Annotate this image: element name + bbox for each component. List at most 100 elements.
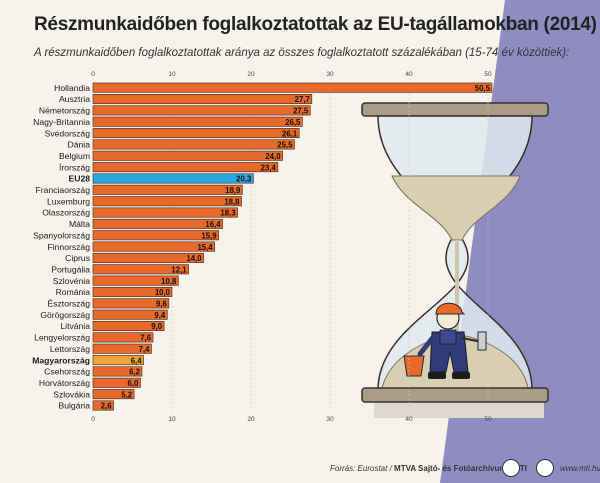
category-label: Olaszország xyxy=(42,208,90,218)
value-label: 7,4 xyxy=(139,345,151,354)
bar xyxy=(92,218,223,229)
bar xyxy=(92,298,170,309)
x-tick-label-top: 30 xyxy=(326,71,334,78)
category-label: Hollandia xyxy=(54,83,90,93)
mtva-logo-icon xyxy=(502,459,520,477)
bar xyxy=(92,116,303,127)
category-label: Lettország xyxy=(50,344,90,354)
bar xyxy=(92,173,254,184)
bar xyxy=(92,252,204,263)
bar xyxy=(92,82,493,93)
sand-stream xyxy=(455,240,459,340)
bar xyxy=(92,355,144,366)
bar xyxy=(92,264,189,275)
bar xyxy=(92,105,311,116)
worker-left-boot xyxy=(428,372,446,379)
category-label: Szlovákia xyxy=(53,389,90,399)
value-label: 18,9 xyxy=(225,186,241,195)
x-tick-label-top: 40 xyxy=(405,71,413,78)
value-label: 27,7 xyxy=(295,95,310,104)
value-label: 24,0 xyxy=(265,152,281,161)
bar xyxy=(92,94,313,105)
bar xyxy=(92,128,300,139)
value-label: 26,1 xyxy=(282,129,298,138)
value-label: 6,4 xyxy=(131,356,143,365)
x-tick-label-top: 0 xyxy=(91,71,95,78)
worker-cap xyxy=(435,302,466,315)
category-label: Franciaország xyxy=(36,185,91,195)
footer-source: Forrás: Eurostat / MTVA Sajtó- és Fotóar… xyxy=(330,464,527,473)
value-label: 23,4 xyxy=(261,163,277,172)
value-label: 15,9 xyxy=(201,231,217,240)
worker-arm xyxy=(417,333,437,357)
bar xyxy=(92,230,219,241)
bar xyxy=(92,241,215,252)
category-label: Horvátország xyxy=(39,378,90,388)
source-prefix: Forrás: Eurostat / xyxy=(330,464,395,473)
category-label: Ausztria xyxy=(59,94,90,104)
x-tick-label-top: 20 xyxy=(247,71,255,78)
bars-layer xyxy=(92,82,493,411)
value-label: 10,0 xyxy=(155,288,171,297)
x-tick-label-bottom: 40 xyxy=(405,416,413,423)
worker-bib xyxy=(439,329,457,345)
bar xyxy=(92,184,243,195)
bar xyxy=(92,377,141,388)
value-label: 25,5 xyxy=(277,141,293,150)
labels-layer: Hollandia 50,5 Ausztria 27,7 Németország 27,5… xyxy=(32,83,490,411)
bar xyxy=(92,207,238,218)
value-label: 5,2 xyxy=(121,390,133,399)
value-label: 2,6 xyxy=(101,402,113,411)
bar xyxy=(92,286,173,297)
category-label: Litvánia xyxy=(60,321,90,331)
worker-right-boot xyxy=(452,372,470,379)
category-label: Nagy-Britannia xyxy=(33,117,90,127)
chart-subtitle: A részmunkaidőben foglalkoztatottak arán… xyxy=(34,47,570,59)
bar xyxy=(92,321,165,332)
value-label: 6,2 xyxy=(129,368,141,377)
value-label: 16,4 xyxy=(205,220,221,229)
chart-title: Részmunkaidőben foglalkoztatottak az EU-… xyxy=(34,14,597,35)
category-label: Ciprus xyxy=(65,253,90,263)
x-tick-label-bottom: 30 xyxy=(326,416,334,423)
bar xyxy=(92,309,168,320)
value-label: 27,5 xyxy=(293,107,309,116)
value-label: 10,8 xyxy=(161,277,177,286)
bar xyxy=(92,332,154,343)
value-label: 9,6 xyxy=(156,300,168,309)
value-label: 26,5 xyxy=(285,118,301,127)
category-label: Bulgária xyxy=(58,401,90,411)
category-label: Románia xyxy=(56,287,91,297)
bar xyxy=(92,366,143,377)
ticks-layer: 0 0 10 10 20 20 30 30 40 40 50 50 xyxy=(91,71,492,423)
value-label: 12,1 xyxy=(171,265,187,274)
value-label: 18,3 xyxy=(220,209,236,218)
value-label: 15,4 xyxy=(197,243,213,252)
value-label: 18,8 xyxy=(224,197,240,206)
category-label: Luxemburg xyxy=(47,196,90,206)
bar xyxy=(92,162,279,173)
x-tick-label-bottom: 20 xyxy=(247,416,255,423)
category-label: Írország xyxy=(59,162,90,172)
category-label: Dánia xyxy=(68,140,91,150)
category-label: Lengyelország xyxy=(34,333,90,343)
category-label: Belgium xyxy=(59,151,90,161)
x-tick-label-top: 10 xyxy=(168,71,176,78)
category-label: Portugália xyxy=(51,264,90,274)
category-label: EU28 xyxy=(69,174,91,184)
category-label: Finnország xyxy=(47,242,90,252)
hourglass-shadow xyxy=(374,400,544,418)
x-tick-label-bottom: 10 xyxy=(168,416,176,423)
category-label: Málta xyxy=(69,219,90,229)
bar xyxy=(92,150,283,161)
value-label: 50,5 xyxy=(475,84,491,93)
paint-roller xyxy=(477,331,487,351)
bar xyxy=(92,139,295,150)
value-label: 9,4 xyxy=(154,311,166,320)
category-label: Csehország xyxy=(44,367,90,377)
x-tick-label-top: 50 xyxy=(484,71,492,78)
category-label: Németország xyxy=(39,106,90,116)
bar xyxy=(92,275,179,286)
category-label: Észtország xyxy=(47,299,90,309)
